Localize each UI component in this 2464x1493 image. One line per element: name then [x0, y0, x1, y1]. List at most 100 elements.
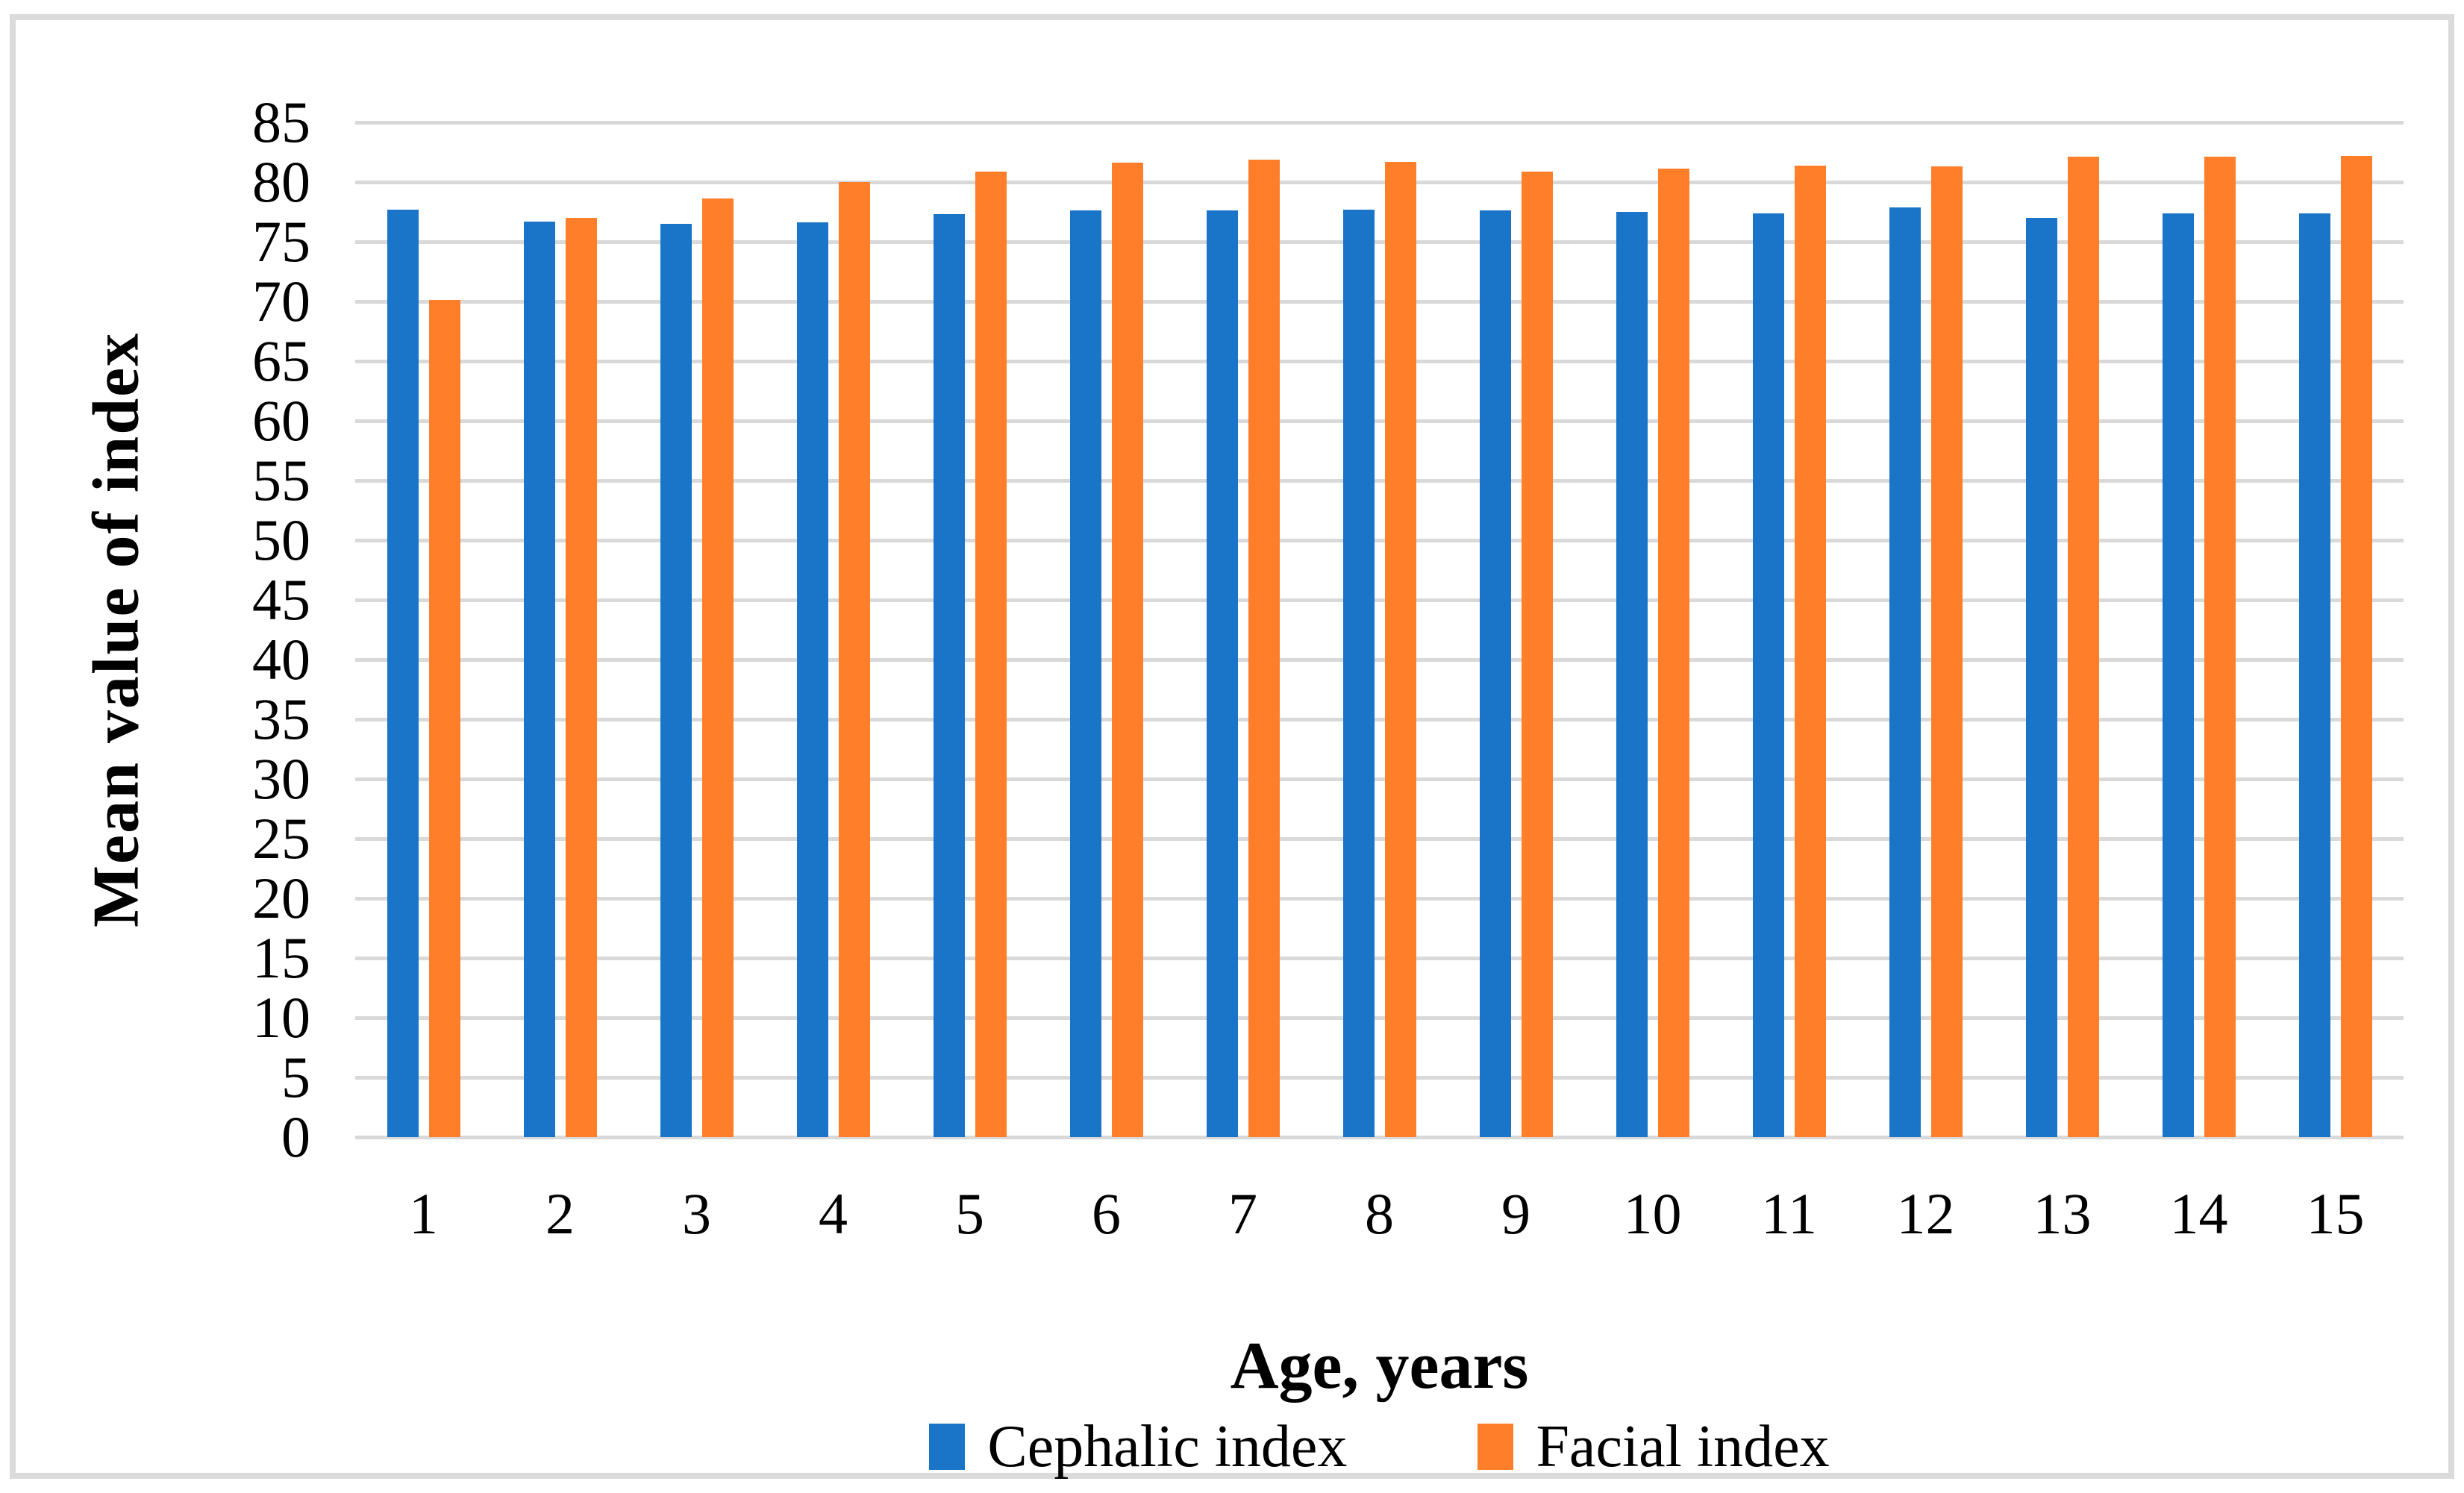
bar-facial-index-age-14	[2204, 157, 2236, 1137]
x-tick-label-4: 4	[819, 1181, 848, 1246]
bar-group-age-10	[1584, 122, 1721, 1137]
gridline-35	[355, 717, 2404, 722]
gridline-85	[355, 120, 2404, 125]
gridline-65	[355, 359, 2404, 363]
bar-cephalic-index-age-10	[1616, 212, 1648, 1137]
bar-cephalic-index-age-6	[1069, 210, 1101, 1137]
bar-facial-index-age-7	[1248, 159, 1280, 1137]
bar-cephalic-index-age-2	[523, 221, 555, 1137]
chart-frame: Mean value of index 0 5 10 15 20 25 30 35 40 45 50…	[10, 14, 2454, 1480]
x-axis-title: Age, years	[1230, 1329, 1529, 1403]
legend: Cephalic index Facial index	[355, 1409, 2404, 1484]
bar-group-age-15	[2267, 122, 2404, 1137]
bar-group-age-11	[1721, 122, 1857, 1137]
y-tick-label-15: 15	[252, 925, 310, 990]
bar-cephalic-index-age-9	[1479, 210, 1511, 1137]
bar-cephalic-index-age-11	[1752, 213, 1784, 1137]
y-tick-label-25: 25	[252, 806, 310, 871]
gridline-0	[355, 1135, 2404, 1139]
bar-group-age-14	[2130, 122, 2267, 1137]
gridline-10	[355, 1015, 2404, 1020]
x-tick-label-7: 7	[1228, 1181, 1257, 1246]
y-axis-ticks: 0 5 10 15 20 25 30 35 40 45 50 55 60 65 70 75 80 85	[16, 90, 310, 1169]
bar-cephalic-index-age-7	[1206, 210, 1238, 1137]
bars-container	[355, 122, 2404, 1137]
y-tick-label-85: 85	[252, 90, 310, 154]
gridline-40	[355, 657, 2404, 662]
bar-group-age-12	[1857, 122, 1994, 1137]
y-tick-label-80: 80	[252, 149, 310, 214]
bar-facial-index-age-13	[2067, 157, 2099, 1137]
bar-cephalic-index-age-14	[2162, 213, 2194, 1137]
bar-facial-index-age-9	[1521, 171, 1553, 1137]
bar-facial-index-age-1	[428, 300, 460, 1137]
y-tick-label-70: 70	[252, 269, 310, 334]
gridline-5	[355, 1075, 2404, 1080]
x-axis-ticks: 1 2 3 4 5 6 7 8 9 10 11 12 13 14 15	[355, 1173, 2404, 1255]
bar-group-age-9	[1448, 122, 1584, 1137]
legend-swatch-icon	[1478, 1424, 1514, 1470]
bar-group-age-3	[628, 122, 765, 1137]
bar-group-age-5	[901, 122, 1038, 1137]
bar-cephalic-index-age-13	[2025, 218, 2057, 1137]
bar-cephalic-index-age-15	[2298, 213, 2330, 1137]
y-tick-label-0: 0	[281, 1104, 310, 1169]
x-tick-label-5: 5	[955, 1181, 984, 1246]
gridline-75	[355, 240, 2404, 244]
x-tick-label-3: 3	[682, 1181, 711, 1246]
bar-group-age-4	[765, 122, 901, 1137]
bar-facial-index-age-5	[975, 171, 1007, 1137]
legend-item-facial-index: Facial index	[1478, 1409, 1830, 1484]
bar-facial-index-age-12	[1930, 166, 1963, 1137]
x-tick-label-13: 13	[2033, 1181, 2092, 1246]
legend-item-cephalic-index: Cephalic index	[929, 1409, 1347, 1484]
bar-facial-index-age-11	[1794, 165, 1826, 1137]
legend-label: Facial index	[1536, 1414, 1830, 1480]
gridline-60	[355, 419, 2404, 423]
y-tick-label-5: 5	[281, 1045, 310, 1109]
bar-facial-index-age-6	[1111, 163, 1143, 1137]
legend-swatch-icon	[929, 1424, 966, 1470]
bar-group-age-13	[1994, 122, 2130, 1137]
bar-cephalic-index-age-3	[660, 224, 692, 1137]
y-tick-label-55: 55	[252, 448, 310, 513]
gridline-15	[355, 956, 2404, 960]
bar-facial-index-age-2	[565, 218, 597, 1137]
bar-cephalic-index-age-1	[387, 209, 419, 1137]
bar-group-age-7	[1175, 122, 1311, 1137]
x-tick-label-1: 1	[409, 1181, 438, 1246]
bar-facial-index-age-8	[1384, 161, 1416, 1137]
y-tick-label-75: 75	[252, 209, 310, 274]
bar-group-age-2	[492, 122, 628, 1137]
gridline-55	[355, 478, 2404, 483]
y-tick-label-65: 65	[252, 328, 310, 393]
bar-group-age-1	[355, 122, 492, 1137]
bar-cephalic-index-age-8	[1342, 209, 1375, 1137]
bar-facial-index-age-4	[838, 182, 870, 1137]
x-tick-label-12: 12	[1896, 1181, 1955, 1246]
bar-cephalic-index-age-12	[1889, 207, 1921, 1137]
legend-label: Cephalic index	[987, 1414, 1348, 1480]
y-tick-label-50: 50	[252, 507, 310, 572]
y-tick-label-30: 30	[252, 746, 310, 811]
y-tick-label-45: 45	[252, 567, 310, 632]
x-tick-label-15: 15	[2306, 1181, 2365, 1246]
gridline-25	[355, 836, 2404, 841]
bar-facial-index-age-10	[1657, 169, 1689, 1137]
gridline-80	[355, 180, 2404, 184]
y-tick-label-10: 10	[252, 985, 310, 1050]
gridline-50	[355, 538, 2404, 542]
bar-cephalic-index-age-5	[933, 214, 965, 1137]
bar-group-age-8	[1311, 122, 1448, 1137]
bar-cephalic-index-age-4	[796, 222, 828, 1137]
bar-facial-index-age-15	[2340, 155, 2372, 1137]
x-tick-label-9: 9	[1501, 1181, 1530, 1246]
gridline-45	[355, 598, 2404, 602]
x-tick-label-11: 11	[1760, 1181, 1818, 1246]
y-tick-label-40: 40	[252, 627, 310, 692]
bar-facial-index-age-3	[701, 198, 734, 1137]
y-tick-label-20: 20	[252, 866, 310, 930]
gridline-20	[355, 896, 2404, 901]
x-tick-label-10: 10	[1623, 1181, 1682, 1246]
